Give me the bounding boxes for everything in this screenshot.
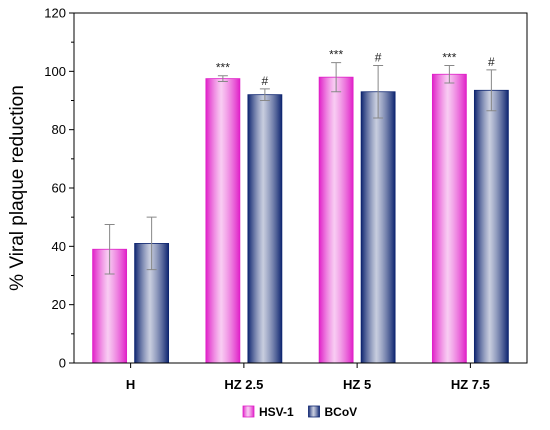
error-bar-hsv-1-1 [217, 75, 228, 83]
x-tick-label: H [126, 377, 135, 392]
annotations-group: *** # *** # *** # [216, 48, 495, 88]
bar-hsv-1-3 [431, 73, 467, 364]
y-axis: 0 20 40 60 80 100 120 [44, 6, 74, 371]
y-tick-label: 120 [44, 6, 66, 21]
significance-annotation: # [262, 74, 269, 88]
error-bar-bcov-2 [373, 65, 384, 119]
legend-label: BCoV [325, 405, 358, 419]
x-tick-label: HZ 5 [343, 377, 371, 392]
significance-annotation: # [375, 51, 382, 65]
significance-annotation: # [488, 55, 495, 69]
legend-swatch [242, 405, 255, 418]
y-tick-label: 40 [52, 239, 66, 254]
y-tick-label: 80 [52, 122, 66, 137]
error-bar-bcov-0 [146, 216, 157, 271]
significance-annotation: *** [216, 61, 230, 75]
error-bar-hsv-1-2 [331, 62, 342, 93]
error-bar-hsv-1-0 [104, 223, 115, 275]
y-tick-label: 0 [59, 356, 66, 371]
bar-bcov-1 [247, 94, 283, 364]
bar-hsv-1-2 [318, 76, 354, 364]
legend-swatch [308, 405, 320, 418]
y-tick-label: 60 [52, 181, 66, 196]
x-axis: H HZ 2.5 HZ 5 HZ 7.5 [126, 363, 490, 392]
x-tick-label: HZ 2.5 [224, 377, 263, 392]
bar-hsv-1-1 [205, 78, 241, 364]
x-tick-label: HZ 7.5 [451, 377, 490, 392]
error-bars-group [104, 62, 497, 275]
significance-annotation: *** [442, 51, 456, 65]
y-tick-label: 20 [52, 297, 66, 312]
bar-bcov-3 [473, 89, 509, 364]
bars-group [92, 73, 509, 364]
y-axis-label: % Viral plaque reduction [7, 85, 28, 291]
error-bar-bcov-1 [259, 88, 270, 101]
error-bar-bcov-3 [486, 69, 497, 112]
legend: HSV-1 BCoV [242, 405, 358, 419]
error-bar-hsv-1-3 [444, 65, 455, 84]
y-tick-label: 100 [44, 64, 66, 79]
bar-bcov-2 [360, 91, 396, 364]
legend-label: HSV-1 [259, 405, 294, 419]
significance-annotation: *** [329, 48, 343, 62]
